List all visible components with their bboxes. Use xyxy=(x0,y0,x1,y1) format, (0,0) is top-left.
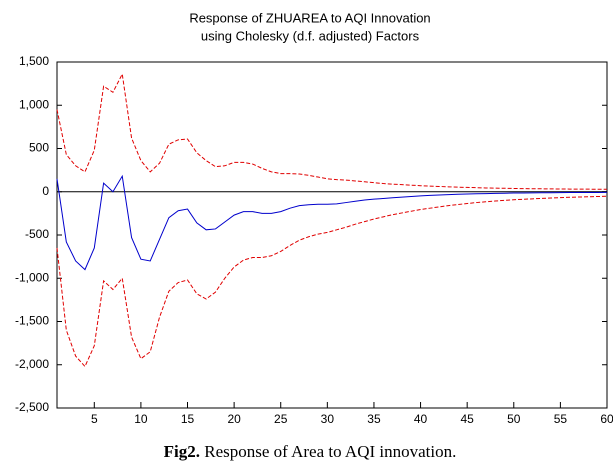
y-tick-label: -500 xyxy=(25,227,49,241)
y-tick-label: 1,500 xyxy=(19,54,49,68)
x-tick-label: 20 xyxy=(227,412,241,426)
y-tick-label: 500 xyxy=(29,141,49,155)
series-line xyxy=(56,72,607,190)
y-tick-label: 1,000 xyxy=(19,97,49,111)
x-tick-label: 25 xyxy=(274,412,288,426)
y-tick-label: -2,000 xyxy=(15,357,49,371)
x-tick-label: 40 xyxy=(414,412,428,426)
series-line xyxy=(56,174,608,271)
series-line xyxy=(56,195,608,368)
x-tick-label: 45 xyxy=(460,412,474,426)
y-tick-label: 0 xyxy=(42,184,49,198)
x-tick-label: 10 xyxy=(134,412,148,426)
chart-title: Response of ZHUAREA to AQI Innovation xyxy=(189,10,430,25)
y-tick-label: -1,000 xyxy=(15,270,49,284)
y-tick-label: -1,500 xyxy=(15,314,49,328)
x-tick-label: 15 xyxy=(181,412,195,426)
caption-label: Fig2. xyxy=(164,442,200,461)
x-tick-label: 30 xyxy=(321,412,335,426)
caption-text: Response of Area to AQI innovation. xyxy=(204,442,456,461)
x-tick-label: 60 xyxy=(600,412,613,426)
x-tick-label: 5 xyxy=(91,412,98,426)
y-tick-label: -2,500 xyxy=(15,400,49,414)
caption: Fig2. Response of Area to AQI innovation… xyxy=(164,442,457,461)
x-tick-label: 55 xyxy=(554,412,568,426)
chart-subtitle: using Cholesky (d.f. adjusted) Factors xyxy=(201,28,420,43)
x-tick-label: 35 xyxy=(367,412,381,426)
x-tick-label: 50 xyxy=(507,412,521,426)
